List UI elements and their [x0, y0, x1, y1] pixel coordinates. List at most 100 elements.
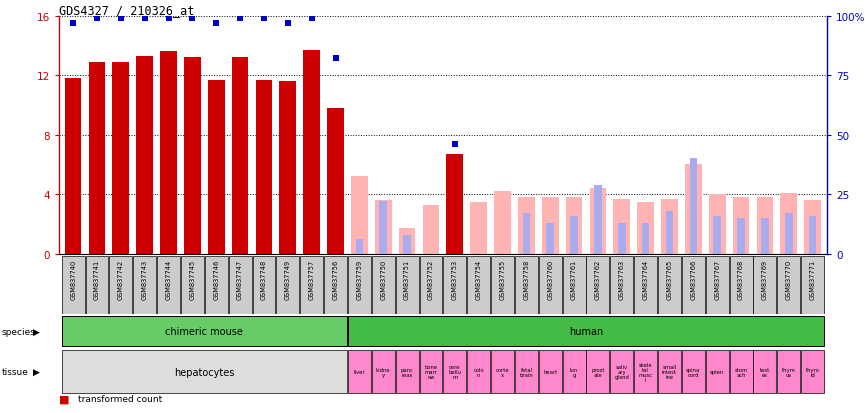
Text: GSM837745: GSM837745 [189, 259, 195, 299]
Bar [661, 199, 678, 254]
Text: GSM837749: GSM837749 [285, 259, 291, 299]
Bar [160, 52, 177, 254]
FancyBboxPatch shape [420, 350, 442, 394]
Bar [518, 197, 535, 254]
FancyBboxPatch shape [61, 316, 347, 346]
FancyBboxPatch shape [682, 350, 705, 394]
Bar [380, 202, 387, 254]
Bar [399, 229, 415, 254]
FancyBboxPatch shape [86, 256, 108, 314]
FancyBboxPatch shape [228, 256, 252, 314]
FancyBboxPatch shape [658, 350, 681, 394]
FancyBboxPatch shape [277, 256, 299, 314]
FancyBboxPatch shape [491, 256, 514, 314]
FancyBboxPatch shape [109, 256, 132, 314]
Text: stom
ach: stom ach [734, 367, 747, 377]
Bar [403, 235, 411, 254]
Bar [642, 223, 650, 254]
Text: GSM837761: GSM837761 [571, 259, 577, 299]
Text: species: species [2, 327, 35, 336]
Text: colo
n: colo n [473, 367, 484, 377]
Text: GSM837743: GSM837743 [142, 259, 148, 299]
Text: GSM837767: GSM837767 [714, 259, 721, 299]
Text: thym
us: thym us [782, 367, 796, 377]
FancyBboxPatch shape [801, 256, 824, 314]
Text: GSM837754: GSM837754 [476, 259, 482, 299]
FancyBboxPatch shape [706, 350, 728, 394]
Text: GSM837762: GSM837762 [595, 259, 601, 299]
Bar [761, 218, 769, 254]
Text: ■: ■ [59, 394, 69, 404]
Bar [356, 240, 363, 254]
Bar [689, 159, 697, 254]
Bar [256, 81, 272, 254]
FancyBboxPatch shape [611, 350, 633, 394]
Bar [714, 216, 721, 254]
Text: GSM837768: GSM837768 [738, 259, 744, 299]
Bar [737, 218, 745, 254]
Text: GSM837742: GSM837742 [118, 259, 124, 299]
Text: liver: liver [354, 369, 365, 374]
Bar [423, 205, 439, 254]
Bar [618, 223, 625, 254]
Text: GSM837770: GSM837770 [785, 259, 791, 299]
Bar [809, 216, 817, 254]
Bar [566, 197, 582, 254]
Text: GSM837765: GSM837765 [667, 259, 672, 299]
Bar [279, 82, 296, 254]
Bar [541, 197, 559, 254]
FancyBboxPatch shape [61, 256, 85, 314]
Text: kidne
y: kidne y [376, 367, 391, 377]
Text: GSM837751: GSM837751 [404, 259, 410, 299]
Text: spina
cord: spina cord [686, 367, 701, 377]
Bar [137, 57, 153, 254]
Bar [208, 81, 225, 254]
Text: GSM837756: GSM837756 [332, 259, 338, 299]
Text: tissue: tissue [2, 367, 29, 376]
Text: GDS4327 / 210326_at: GDS4327 / 210326_at [59, 4, 195, 17]
Text: splen: splen [710, 369, 724, 374]
Text: panc
reas: panc reas [400, 367, 413, 377]
Text: GSM837740: GSM837740 [70, 259, 76, 299]
Bar [327, 109, 344, 254]
Text: lun
g: lun g [570, 367, 578, 377]
Bar [708, 195, 726, 254]
Text: human: human [569, 326, 603, 337]
FancyBboxPatch shape [515, 350, 538, 394]
FancyBboxPatch shape [133, 256, 157, 314]
FancyBboxPatch shape [778, 350, 800, 394]
Text: GSM837760: GSM837760 [548, 259, 554, 299]
FancyBboxPatch shape [706, 256, 728, 314]
Text: GSM837744: GSM837744 [165, 259, 171, 299]
Text: skele
tal
musc
l: skele tal musc l [638, 362, 653, 382]
FancyBboxPatch shape [395, 256, 419, 314]
Bar [65, 79, 81, 254]
FancyBboxPatch shape [562, 350, 586, 394]
Bar [733, 197, 749, 254]
FancyBboxPatch shape [348, 256, 371, 314]
Text: ■: ■ [59, 412, 69, 413]
Bar [471, 202, 487, 254]
Bar [494, 192, 511, 254]
Text: GSM837758: GSM837758 [523, 259, 529, 299]
Bar [785, 214, 792, 254]
Text: chimeric mouse: chimeric mouse [165, 326, 243, 337]
Text: GSM837766: GSM837766 [690, 259, 696, 299]
FancyBboxPatch shape [157, 256, 180, 314]
FancyBboxPatch shape [611, 256, 633, 314]
Text: cere
bellu
m: cere bellu m [448, 364, 461, 379]
FancyBboxPatch shape [729, 256, 753, 314]
Bar [804, 201, 821, 254]
FancyBboxPatch shape [324, 256, 347, 314]
Bar [232, 58, 248, 254]
Text: GSM837750: GSM837750 [381, 259, 387, 299]
Bar [522, 214, 530, 254]
Text: GSM837748: GSM837748 [261, 259, 267, 299]
FancyBboxPatch shape [181, 256, 204, 314]
Text: test
es: test es [759, 367, 770, 377]
FancyBboxPatch shape [395, 350, 419, 394]
Bar [757, 197, 773, 254]
Text: fetal
brain: fetal brain [520, 367, 533, 377]
Text: GSM837755: GSM837755 [499, 259, 505, 299]
FancyBboxPatch shape [753, 350, 777, 394]
